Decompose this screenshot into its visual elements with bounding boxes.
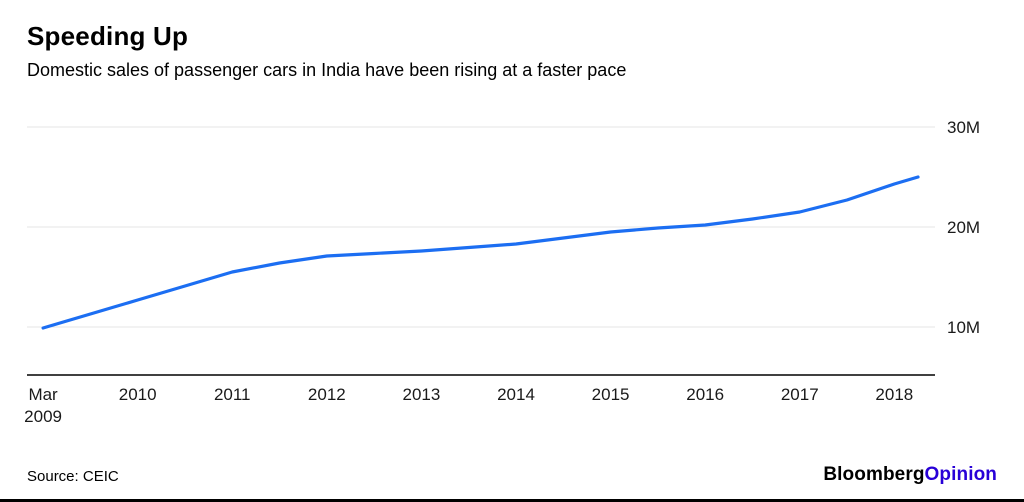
y-axis-tick-label: 10M [947,318,980,337]
x-axis-tick-label: 2013 [402,385,440,404]
y-axis-tick-label: 20M [947,218,980,237]
x-axis-tick-label: 2016 [686,385,724,404]
brand-opinion: Opinion [924,464,997,485]
x-axis-tick-label: 2014 [497,385,535,404]
bloomberg-opinion-logo: BloombergOpinion [823,464,997,486]
x-axis-tick-label: 2012 [308,385,346,404]
x-axis-tick-label: 2010 [119,385,157,404]
y-axis-tick-label: 30M [947,118,980,137]
source-attribution: Source: CEIC [27,468,119,485]
x-axis-tick-label: Mar [28,385,58,404]
chart-subtitle: Domestic sales of passenger cars in Indi… [27,59,627,80]
x-axis-tick-label: 2018 [875,385,913,404]
x-axis-tick-label: 2009 [24,407,62,426]
bottom-divider [0,499,1024,502]
chart-header: Speeding Up Domestic sales of passenger … [27,22,626,81]
x-axis-tick-label: 2017 [781,385,819,404]
brand-bloomberg: Bloomberg [823,464,925,485]
passenger-car-sales-series [41,175,920,330]
chart-title: Speeding Up [27,21,189,51]
x-axis-tick-label: 2011 [214,385,251,404]
x-axis-tick-label: 2015 [592,385,630,404]
